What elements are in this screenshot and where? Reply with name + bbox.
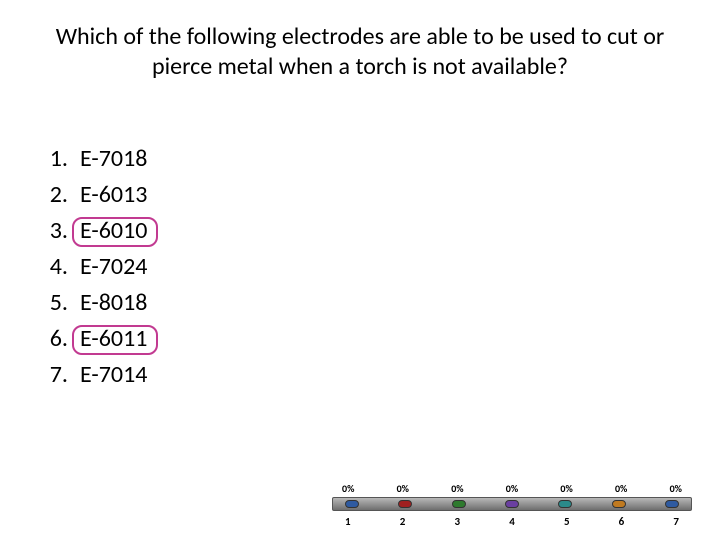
option-label: E-6013 xyxy=(80,180,147,209)
option-number: 2. xyxy=(34,180,74,209)
option-number: 1. xyxy=(34,144,74,173)
option-number: 4. xyxy=(34,252,74,281)
option-label-wrap: E-7014 xyxy=(74,360,153,389)
poll-number: 7 xyxy=(673,515,679,528)
option-row[interactable]: 5.E-8018 xyxy=(34,284,153,320)
option-number: 5. xyxy=(34,288,74,317)
options-list: 1.E-70182.E-60133.E-60104.E-70245.E-8018… xyxy=(34,140,153,392)
poll-number: 3 xyxy=(454,515,460,528)
option-row[interactable]: 6.E-6011 xyxy=(34,320,153,356)
option-label: E-6010 xyxy=(80,216,147,245)
option-row[interactable]: 4.E-7024 xyxy=(34,248,153,284)
question-text: Which of the following electrodes are ab… xyxy=(50,22,670,82)
option-label-wrap: E-6013 xyxy=(74,180,153,209)
poll-dot xyxy=(398,500,412,508)
option-label-wrap: E-8018 xyxy=(74,288,153,317)
poll-percent-row: 0% 0% 0% 0% 0% 0% 0% xyxy=(332,482,692,497)
poll-percent: 0% xyxy=(397,482,409,495)
option-label-wrap: E-7024 xyxy=(74,252,153,281)
option-row[interactable]: 2.E-6013 xyxy=(34,176,153,212)
poll-percent: 0% xyxy=(506,482,518,495)
poll-widget: 0% 0% 0% 0% 0% 0% 0% 1 2 3 4 5 6 7 xyxy=(332,482,692,528)
option-row[interactable]: 7.E-7014 xyxy=(34,356,153,392)
option-label: E-6011 xyxy=(80,324,147,353)
poll-bar xyxy=(332,497,692,511)
option-row[interactable]: 3.E-6010 xyxy=(34,212,153,248)
option-label-wrap: E-6011 xyxy=(74,324,153,353)
poll-percent: 0% xyxy=(342,482,354,495)
poll-dot xyxy=(505,500,519,508)
poll-number: 1 xyxy=(345,515,351,528)
option-label: E-7024 xyxy=(80,252,147,281)
poll-dot xyxy=(612,500,626,508)
poll-dot xyxy=(452,500,466,508)
option-number: 7. xyxy=(34,360,74,389)
poll-percent: 0% xyxy=(615,482,627,495)
poll-number: 2 xyxy=(400,515,406,528)
poll-percent: 0% xyxy=(670,482,682,495)
option-label: E-7014 xyxy=(80,360,147,389)
poll-number: 5 xyxy=(564,515,570,528)
poll-percent: 0% xyxy=(560,482,572,495)
poll-percent: 0% xyxy=(451,482,463,495)
poll-number: 6 xyxy=(619,515,625,528)
poll-number-row: 1 2 3 4 5 6 7 xyxy=(332,511,692,528)
option-label-wrap: E-7018 xyxy=(74,144,153,173)
option-row[interactable]: 1.E-7018 xyxy=(34,140,153,176)
option-number: 6. xyxy=(34,324,74,353)
poll-dot xyxy=(665,500,679,508)
poll-number: 4 xyxy=(509,515,515,528)
option-label: E-8018 xyxy=(80,288,147,317)
option-label-wrap: E-6010 xyxy=(74,216,153,245)
poll-dot xyxy=(345,500,359,508)
option-label: E-7018 xyxy=(80,144,147,173)
option-number: 3. xyxy=(34,216,74,245)
poll-dot xyxy=(558,500,572,508)
